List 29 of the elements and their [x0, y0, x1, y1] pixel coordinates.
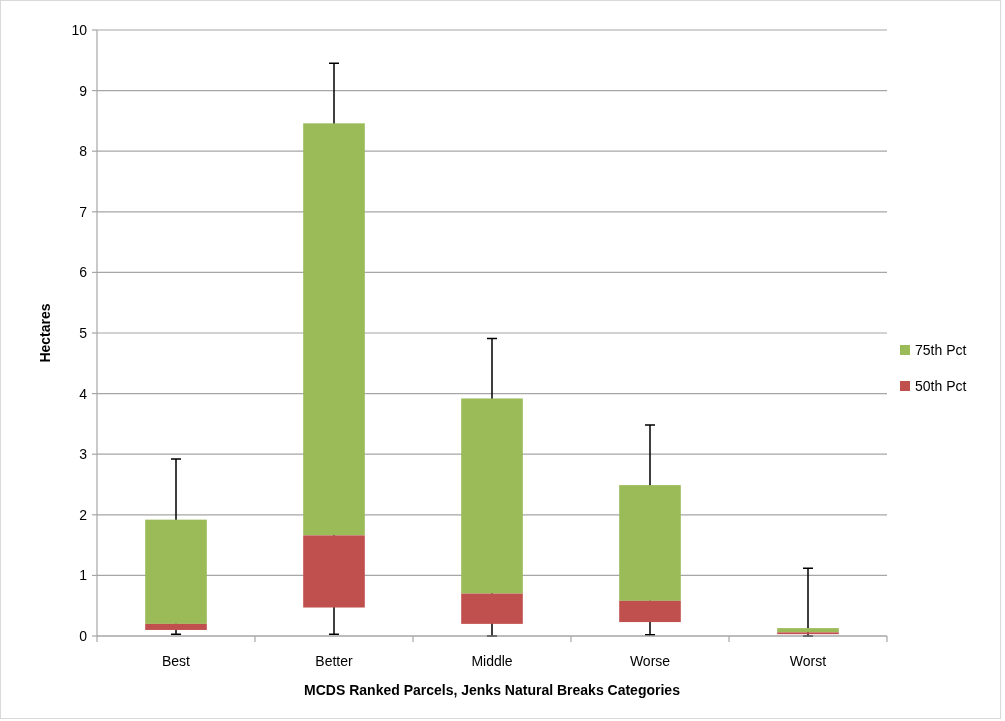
bar [461, 398, 523, 594]
x-tick-label: Worse [629, 653, 671, 669]
y-tick-label: 3 [79, 446, 88, 463]
y-tick-label: 1 [79, 567, 88, 584]
x-axis-title: MCDS Ranked Parcels, Jenks Natural Breaks Categories [304, 682, 681, 698]
y-tick-label: 10 [71, 21, 88, 38]
legend-label: 50th Pct [915, 377, 967, 394]
bar [619, 485, 681, 601]
bar [461, 593, 523, 624]
legend-label: 75th Pct [915, 341, 967, 358]
y-tick-label: 0 [79, 627, 88, 644]
y-tick-label: 8 [79, 143, 88, 160]
bar [303, 535, 365, 608]
y-tick-label: 7 [79, 203, 88, 220]
bar [303, 123, 365, 536]
y-tick-label: 4 [79, 385, 88, 402]
bar [619, 600, 681, 623]
x-tick-label: Middle [471, 653, 513, 669]
bar [777, 628, 839, 633]
y-tick-label: 6 [79, 264, 88, 281]
y-tick-label: 9 [79, 82, 88, 99]
bar [145, 623, 207, 630]
x-tick-label: Best [161, 653, 191, 669]
bar [145, 519, 207, 624]
x-tick-label: Worst [789, 653, 827, 669]
y-tick-label: 5 [79, 324, 88, 341]
y-axis-title: Hectares [37, 303, 53, 363]
y-tick-label: 2 [79, 506, 88, 523]
x-tick-label: Better [315, 653, 354, 669]
